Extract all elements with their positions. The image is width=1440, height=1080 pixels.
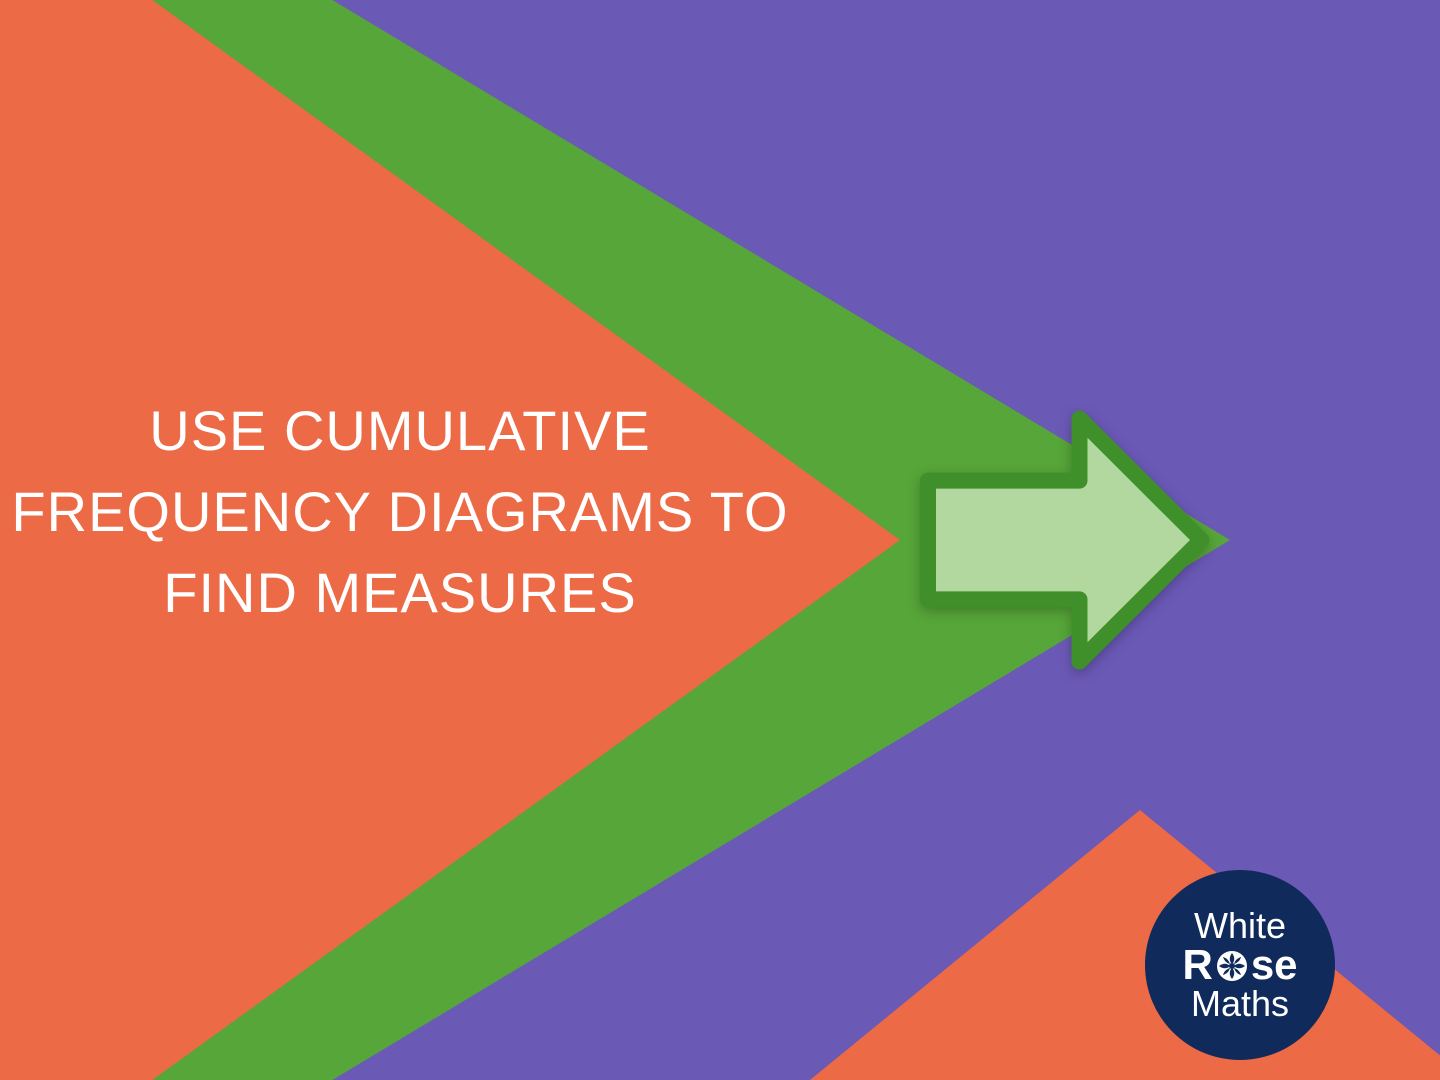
logo-text-white: White <box>1194 908 1286 944</box>
logo-text-se: se <box>1251 944 1298 986</box>
logo-text-maths: Maths <box>1191 986 1289 1022</box>
logo-text-r: R <box>1182 944 1212 986</box>
logo-text-rose: R se <box>1182 944 1297 986</box>
arrow-icon <box>920 405 1210 675</box>
rose-icon <box>1215 948 1249 982</box>
orange-bottom-triangle <box>810 810 1440 1080</box>
slide-canvas: USE CUMULATIVE FREQUENCY DIAGRAMS TO FIN… <box>0 0 1440 1080</box>
white-rose-maths-logo: White R <box>1145 870 1335 1060</box>
slide-title: USE CUMULATIVE FREQUENCY DIAGRAMS TO FIN… <box>0 390 800 634</box>
